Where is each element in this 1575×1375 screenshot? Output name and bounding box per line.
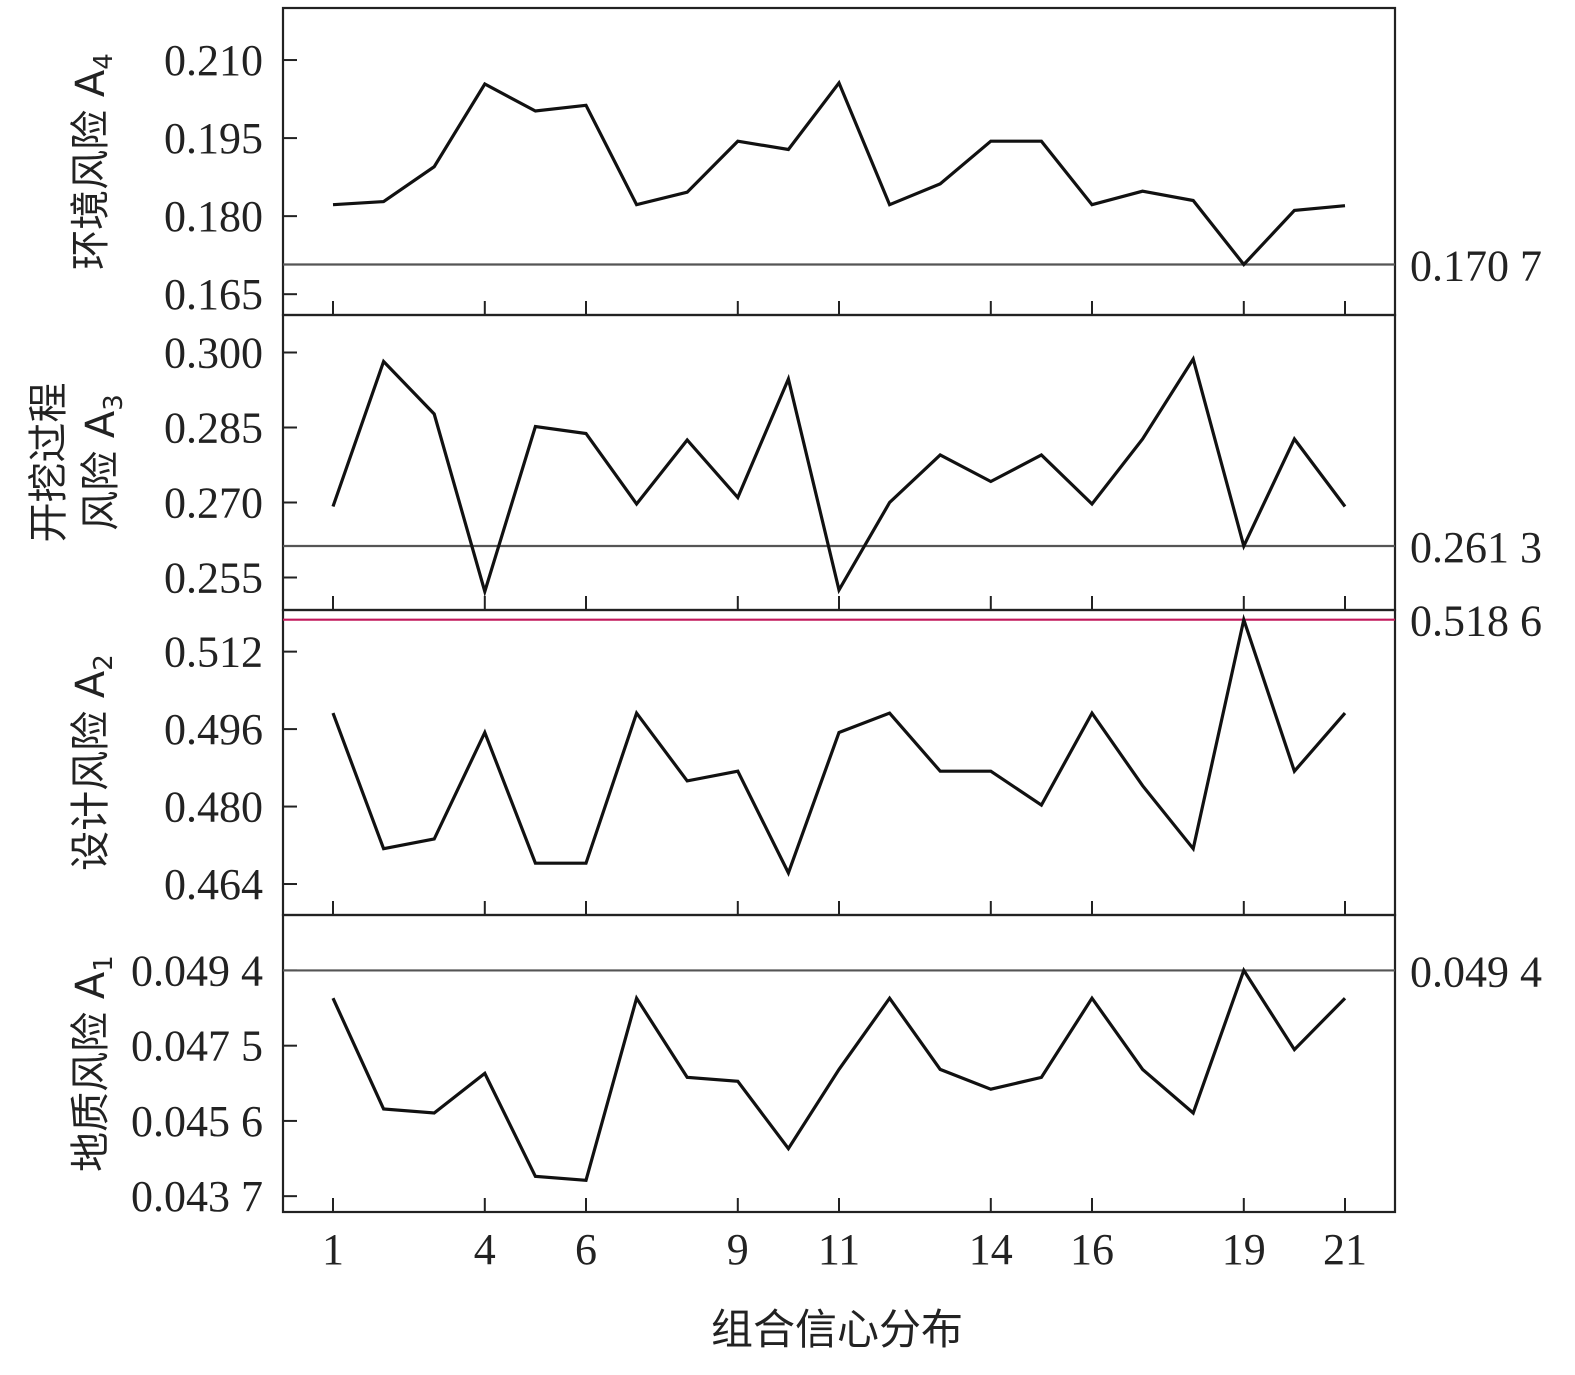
panel-frame [281, 913, 1397, 1214]
series-line [331, 613, 1347, 877]
y-tick-label: 0.496 [164, 705, 263, 754]
y-tick-label: 0.512 [164, 628, 263, 677]
series-line [331, 355, 1347, 598]
x-tick-label: 19 [1222, 1225, 1266, 1274]
x-tick-label: 1 [322, 1225, 344, 1274]
x-tick-label: 9 [727, 1225, 749, 1274]
y-tick-label: 0.480 [164, 783, 263, 832]
y-tick-label: 0.255 [164, 554, 263, 603]
panel-frame [281, 6, 1397, 317]
panel-frame [281, 313, 1397, 612]
y-tick-label: 0.285 [164, 404, 263, 453]
reference-label: 0.049 4 [1410, 947, 1542, 996]
y-tick-label: 0.045 6 [131, 1097, 263, 1146]
y-axis-label-subscript: 3 [99, 394, 129, 411]
series-line [331, 966, 1347, 1182]
y-axis-label-subscript: 2 [89, 654, 119, 671]
y-axis-label: 环境风险 A4 [68, 53, 119, 270]
y-tick-label: 0.300 [164, 329, 263, 378]
panel-4: 0.165 0.180 0.195 0.210 0.170 7 环境风险 A4 [68, 6, 1542, 319]
y-tick-label: 0.210 [164, 36, 263, 85]
y-tick-label: 0.049 4 [131, 946, 263, 995]
y-axis-label-subscript: 4 [89, 53, 119, 70]
x-tick-label: 4 [474, 1225, 496, 1274]
y-tick-label: 0.270 [164, 479, 263, 528]
reference-label: 0.170 7 [1410, 242, 1542, 291]
reference-label: 0.518 6 [1410, 597, 1542, 646]
panel-frame [281, 608, 1397, 917]
panel-2: 0.464 0.480 0.496 0.512 0.518 6 设计风险 A2 [68, 597, 1542, 917]
x-tick-label: 21 [1323, 1225, 1367, 1274]
panel-3: 0.255 0.270 0.285 0.300 0.261 3 开挖过程 风险 A3 [26, 313, 1542, 612]
series-line [332, 79, 1346, 267]
x-tick-label: 14 [969, 1225, 1013, 1274]
y-axis-label-line2: 风险 A3 [78, 394, 129, 531]
x-tick-label: 16 [1070, 1225, 1114, 1274]
y-tick-label: 0.165 [164, 270, 263, 319]
y-tick-label: 0.047 5 [131, 1022, 263, 1071]
y-axis-label-subscript: 1 [89, 955, 119, 972]
reference-label: 0.261 3 [1410, 523, 1542, 572]
x-axis-label: 组合信心分布 [711, 1305, 963, 1354]
x-tick-label: 11 [818, 1225, 860, 1274]
y-tick-label: 0.043 7 [131, 1172, 263, 1221]
y-tick-label: 0.180 [164, 192, 263, 241]
x-tick-label: 6 [575, 1225, 597, 1274]
y-axis-label: 地质风险 A1 [68, 955, 119, 1172]
y-axis-label: 开挖过程 [26, 383, 72, 543]
panel-1: 0.043 70.045 60.047 50.049 4 0.049 4地质风险 … [68, 913, 1542, 1221]
y-tick-label: 0.195 [164, 114, 263, 163]
y-axis-label: 设计风险 A2 [68, 654, 119, 871]
y-tick-label: 0.464 [164, 860, 263, 909]
